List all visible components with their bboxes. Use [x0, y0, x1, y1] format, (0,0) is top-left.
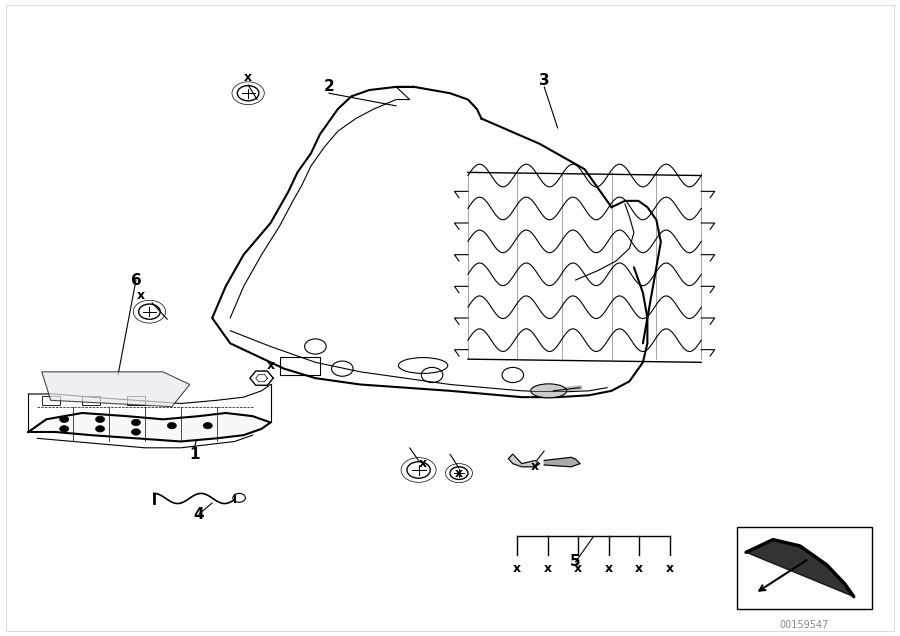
Text: 2: 2 — [323, 80, 334, 94]
Polygon shape — [508, 454, 540, 467]
Text: x: x — [635, 562, 644, 574]
Circle shape — [95, 416, 104, 422]
Text: 6: 6 — [130, 272, 141, 287]
Text: 1: 1 — [189, 446, 200, 462]
Text: 4: 4 — [194, 507, 204, 522]
Polygon shape — [544, 457, 580, 467]
Text: 5: 5 — [571, 555, 580, 569]
Bar — [280, 357, 319, 375]
Circle shape — [167, 422, 176, 429]
Text: x: x — [137, 289, 145, 302]
Bar — [737, 527, 872, 609]
Polygon shape — [41, 372, 190, 406]
Text: x: x — [666, 562, 674, 574]
Bar — [41, 396, 59, 404]
Bar — [82, 396, 100, 404]
Circle shape — [59, 425, 68, 432]
Polygon shape — [28, 413, 271, 441]
Text: x: x — [244, 71, 252, 84]
Text: x: x — [454, 467, 463, 480]
Circle shape — [203, 422, 212, 429]
Text: 00159547: 00159547 — [779, 620, 829, 630]
Text: x: x — [419, 457, 428, 470]
Text: x: x — [605, 562, 613, 574]
Ellipse shape — [531, 384, 567, 398]
Circle shape — [131, 429, 140, 435]
Text: x: x — [574, 562, 582, 574]
Text: x: x — [531, 460, 539, 473]
Polygon shape — [250, 371, 274, 385]
Polygon shape — [746, 539, 854, 597]
Circle shape — [59, 416, 68, 422]
Bar — [127, 396, 145, 404]
Circle shape — [131, 419, 140, 425]
Circle shape — [95, 425, 104, 432]
Text: x: x — [513, 562, 521, 574]
Text: 3: 3 — [539, 73, 550, 88]
Text: x: x — [544, 562, 552, 574]
Text: x: x — [266, 359, 274, 372]
